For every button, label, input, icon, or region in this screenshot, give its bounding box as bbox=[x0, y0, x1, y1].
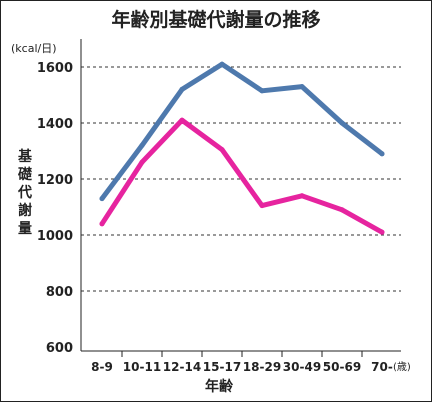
series-line-1 bbox=[99, 61, 385, 202]
series-1-point bbox=[299, 84, 305, 90]
x-axis-unit: (歳) bbox=[393, 361, 411, 373]
y-axis-title-char: 謝 bbox=[18, 202, 32, 219]
x-tick-label: 10-11 bbox=[123, 360, 161, 374]
y-tick-label: 1600 bbox=[37, 61, 73, 76]
series-lines bbox=[99, 61, 385, 235]
series-1-point bbox=[219, 61, 225, 67]
y-tick-label: 1400 bbox=[37, 117, 73, 132]
x-tick-label: 12-14 bbox=[163, 360, 201, 374]
y-axis-unit: (kcal/日) bbox=[11, 42, 57, 55]
series-1-point bbox=[99, 196, 105, 202]
chart-title: 年齢別基礎代謝量の推移 bbox=[111, 8, 320, 31]
x-tick-label: 50-69 bbox=[323, 360, 361, 374]
y-tick-label: 600 bbox=[46, 341, 73, 356]
series-2-point bbox=[259, 203, 265, 209]
x-tick-label: 8-9 bbox=[91, 360, 113, 374]
y-axis-title-char: 礎 bbox=[17, 166, 33, 183]
y-axis-title: 基礎代謝量 bbox=[17, 148, 33, 237]
y-axis-title-char: 量 bbox=[18, 221, 32, 237]
series-1-point bbox=[259, 88, 265, 94]
x-tick-label: 18-29 bbox=[243, 360, 281, 374]
y-tick-labels: 600 800 1000 1200 1400 1600 bbox=[37, 61, 73, 356]
x-tick-label: 15-17 bbox=[203, 360, 241, 374]
y-tick-label: 1000 bbox=[37, 229, 73, 244]
series-2-point bbox=[219, 147, 225, 153]
series-line-2 bbox=[99, 117, 385, 235]
series-1-point bbox=[379, 151, 385, 157]
series-1-point bbox=[179, 86, 185, 92]
y-tick-label: 1200 bbox=[37, 173, 73, 188]
series-2-point bbox=[339, 207, 345, 213]
x-tick-labels: 8-9 10-11 12-14 15-17 18-29 30-49 50-69 70- bbox=[91, 351, 393, 374]
x-tick-label: 70- bbox=[371, 360, 393, 374]
series-2-point bbox=[299, 193, 305, 199]
gridlines bbox=[81, 66, 401, 292]
x-axis-title: 年齢 bbox=[205, 378, 234, 395]
y-axis-title-char: 代 bbox=[17, 184, 32, 201]
series-1-point bbox=[139, 142, 145, 148]
y-tick-label: 800 bbox=[46, 285, 73, 300]
series-2-point bbox=[379, 229, 385, 235]
series-2-point bbox=[139, 159, 145, 165]
series-2-point bbox=[99, 221, 105, 227]
series-2-point bbox=[179, 117, 185, 123]
x-tick-label: 30-49 bbox=[283, 360, 321, 374]
series-1-point bbox=[339, 120, 345, 126]
y-axis-title-char: 基 bbox=[18, 148, 33, 165]
